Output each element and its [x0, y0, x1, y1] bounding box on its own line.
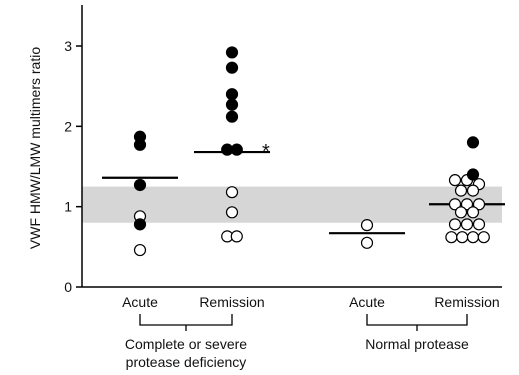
x-tick-label: Remission — [434, 294, 499, 310]
filled-point — [230, 143, 243, 156]
filled-point — [133, 218, 147, 231]
y-tick-label: 2 — [64, 118, 72, 134]
open-point — [460, 198, 474, 211]
open-point — [454, 184, 468, 197]
points — [133, 46, 490, 257]
open-point — [448, 218, 462, 231]
open-point — [225, 206, 239, 219]
y-axis-label: VWF HMW/LMW multimers ratio — [27, 47, 43, 249]
open-point — [466, 206, 480, 219]
open-point — [456, 231, 469, 244]
filled-point — [466, 168, 480, 181]
x-tick-label: Remission — [199, 294, 264, 310]
x-axis: Acute Remission Acute Remission — [82, 286, 502, 310]
significance-annotation: * — [262, 141, 270, 163]
open-point — [360, 236, 374, 249]
open-point — [445, 231, 458, 244]
open-point — [477, 231, 490, 244]
open-point — [472, 218, 486, 231]
filled-point — [225, 61, 239, 74]
y-axis: 0 1 2 3 — [64, 5, 83, 295]
filled-point — [466, 136, 480, 149]
filled-point — [133, 178, 147, 192]
group-bracket — [366, 314, 468, 331]
open-point — [133, 243, 147, 257]
filled-point — [133, 138, 147, 151]
open-point — [454, 206, 468, 219]
y-tick-label: 1 — [64, 199, 72, 215]
y-tick-label: 3 — [64, 38, 72, 54]
filled-point — [225, 88, 239, 101]
y-tick-label: 0 — [64, 279, 72, 295]
open-point — [472, 198, 486, 211]
filled-point — [225, 110, 239, 123]
x-tick-label: Acute — [122, 294, 158, 310]
group-bracket — [139, 314, 233, 331]
filled-point — [225, 98, 239, 111]
open-point — [225, 186, 239, 199]
annotations: * — [262, 141, 270, 163]
open-point — [466, 231, 480, 244]
open-point — [466, 184, 480, 197]
open-point — [460, 218, 474, 231]
filled-point — [225, 46, 239, 59]
x-tick-label: Acute — [349, 294, 385, 310]
group-label: protease deficiency — [126, 354, 247, 370]
open-point — [360, 219, 374, 232]
open-point — [230, 230, 243, 243]
open-point — [448, 198, 462, 211]
group-label: Normal protease — [365, 336, 469, 352]
open-point — [448, 174, 462, 187]
group-label: Complete or severe — [125, 336, 247, 352]
group-brackets: Complete or severe protease deficiency Nor… — [125, 314, 469, 370]
